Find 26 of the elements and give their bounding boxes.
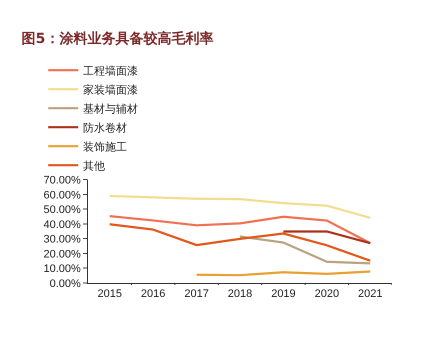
y-tick-label: 50.00% (43, 204, 82, 216)
legend-label: 家装墙面漆 (83, 83, 138, 96)
line-series (108, 194, 372, 219)
y-tick-label: 40.00% (43, 218, 82, 231)
x-tick-label: 2020 (314, 288, 340, 300)
x-tick-label: 2016 (140, 288, 166, 300)
line-series (108, 215, 372, 244)
legend-label: 其他 (83, 159, 106, 172)
legend-label: 装饰施工 (83, 140, 128, 154)
legend-label: 防水卷材 (83, 121, 128, 134)
x-tick-label: 2015 (97, 288, 122, 300)
y-tick-label: 20.00% (43, 248, 82, 260)
x-tick-label: 2018 (228, 288, 252, 300)
y-tick-label: 0.00% (50, 278, 82, 290)
y-tick-label: 70.00% (43, 174, 82, 187)
y-tick-label: 60.00% (43, 189, 82, 202)
y-tick-label: 10.00% (43, 263, 82, 276)
chart-title: 图5：涂料业务具备较高毛利率 (22, 30, 214, 48)
line-series (238, 235, 372, 264)
legend-label: 基材与辅材 (83, 102, 138, 116)
y-tick-label: 30.00% (43, 234, 82, 246)
x-tick-label: 2019 (271, 288, 296, 300)
legend-label: 工程墙面漆 (83, 64, 138, 78)
line-series (108, 223, 372, 262)
x-tick-label: 2021 (358, 288, 383, 300)
x-tick-label: 2017 (184, 288, 209, 300)
